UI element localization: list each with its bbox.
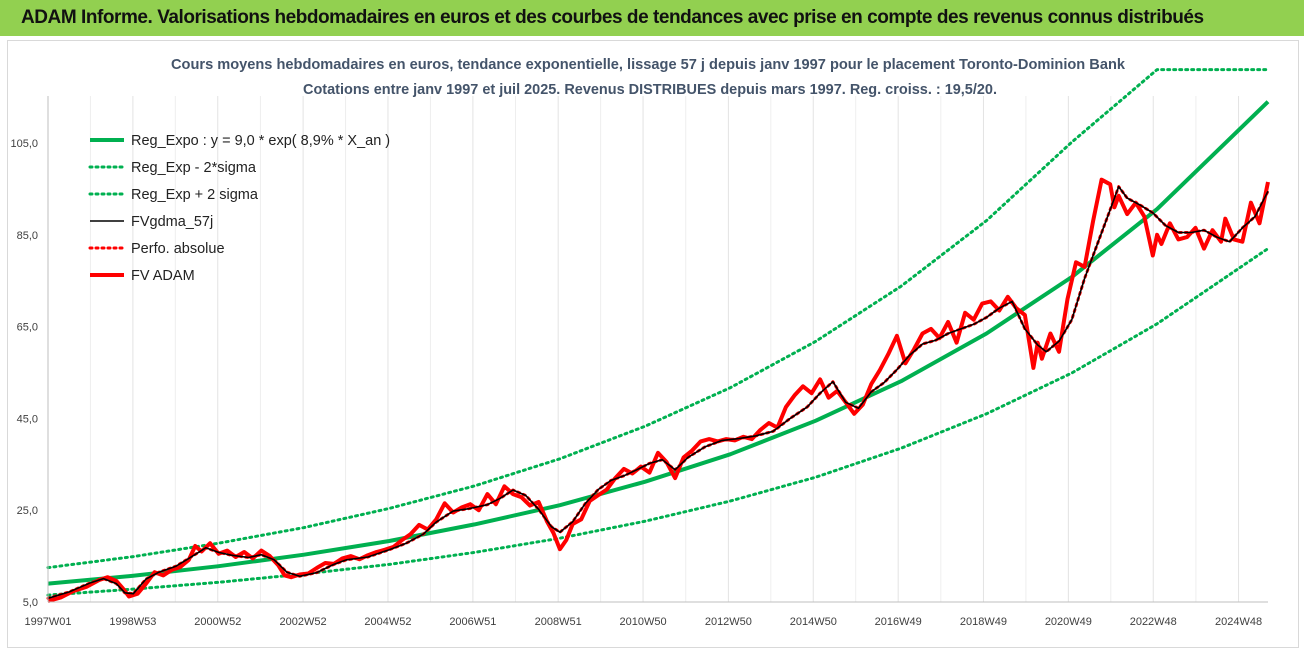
x-tick-label: 2018W49 xyxy=(960,616,1007,628)
vertical-gridlines xyxy=(47,96,1240,602)
x-tick-label: 2010W50 xyxy=(620,616,667,628)
x-tick-labels: 1997W01 1998W53 2000W52 2002W52 2004W52 2006W… xyxy=(24,616,1262,628)
x-tick-label: 1998W53 xyxy=(109,616,156,628)
y-tick-label: 65,0 xyxy=(17,322,38,334)
legend-label: Reg_Exp - 2*sigma xyxy=(131,160,257,176)
series-line-5 xyxy=(47,177,1270,604)
chart-title-line-2: Cotations entre janv 1997 et juil 2025. … xyxy=(303,81,997,98)
y-tick-label: 5,0 xyxy=(23,597,38,609)
series-line-1 xyxy=(46,247,1270,597)
chart-title-line-1: Cours moyens hebdomadaires en euros, ten… xyxy=(171,56,1126,73)
y-tick-label: 85,0 xyxy=(17,230,38,242)
x-tick-label: 2002W52 xyxy=(280,616,327,628)
x-tick-label: 2020W49 xyxy=(1045,616,1092,628)
y-tick-label: 105,0 xyxy=(10,138,38,150)
series-line-0 xyxy=(47,100,1270,586)
legend-label: FV ADAM xyxy=(131,268,195,284)
x-tick-label: 2008W51 xyxy=(535,616,582,628)
x-tick-label: 2024W48 xyxy=(1215,616,1262,628)
chart-frame xyxy=(7,40,1299,648)
y-tick-label: 25,0 xyxy=(17,505,38,517)
legend-label: Perfo. absolue xyxy=(131,241,225,257)
series-line-2 xyxy=(46,68,1270,570)
legend: Reg_Expo : y = 9,0 * exp( 8,9% * X_an ) R… xyxy=(88,133,390,284)
x-tick-label: 2004W52 xyxy=(364,616,411,628)
x-tick-label: 2012W50 xyxy=(705,616,752,628)
series-lines xyxy=(46,68,1270,604)
legend-label: Reg_Exp + 2 sigma xyxy=(131,187,259,203)
series-line-3 xyxy=(47,185,1269,600)
series-line-4 xyxy=(46,185,1270,600)
legend-label: FVgdma_57j xyxy=(131,214,213,230)
x-tick-label: 2006W51 xyxy=(449,616,496,628)
axes xyxy=(47,96,1268,603)
report-banner: ADAM Informe. Valorisations hebdomadaire… xyxy=(0,0,1304,36)
legend-label: Reg_Expo : y = 9,0 * exp( 8,9% * X_an ) xyxy=(131,133,390,149)
x-tick-label: 2022W48 xyxy=(1130,616,1177,628)
x-tick-label: 2016W49 xyxy=(875,616,922,628)
y-tick-label: 45,0 xyxy=(17,413,38,425)
y-tick-labels: 5,0 25,0 45,0 65,0 85,0 105,0 xyxy=(10,138,38,609)
x-tick-label: 2014W50 xyxy=(790,616,837,628)
x-tick-label: 1997W01 xyxy=(24,616,71,628)
x-tick-label: 2000W52 xyxy=(194,616,241,628)
